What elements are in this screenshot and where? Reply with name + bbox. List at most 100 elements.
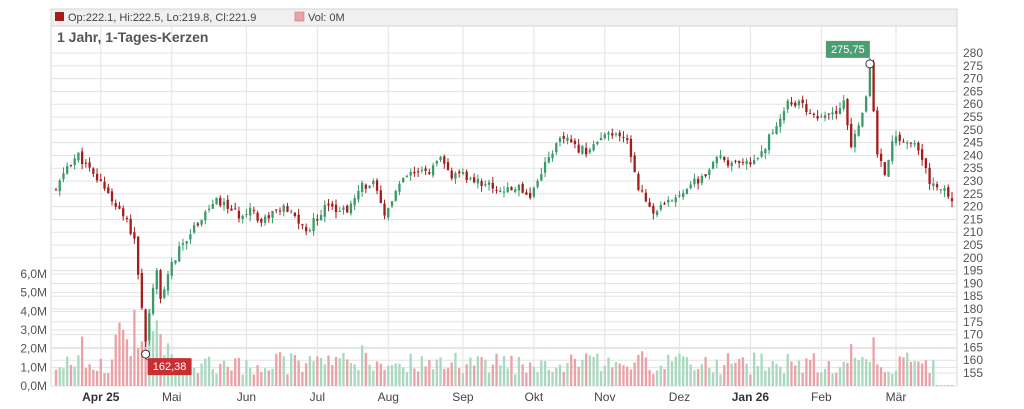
volume-bar: [887, 371, 890, 386]
volume-bar: [185, 370, 188, 386]
volume-bar: [155, 320, 158, 386]
volume-bar: [577, 366, 580, 386]
price-tick-label: 275: [963, 59, 983, 73]
candle-body: [163, 289, 166, 298]
volume-bar: [704, 357, 707, 386]
candle-body: [290, 211, 293, 213]
volume-bar: [827, 361, 830, 386]
candle-body: [943, 188, 946, 191]
volume-bar: [644, 357, 648, 386]
volume-bar: [92, 369, 95, 386]
candle-body: [62, 173, 65, 180]
volume-bar: [767, 367, 771, 386]
volume-bar: [241, 374, 244, 386]
plot-frame: [50, 8, 958, 387]
volume-bar: [838, 367, 842, 386]
candle-body: [282, 205, 285, 212]
candle-body: [383, 203, 386, 216]
candle-body: [939, 189, 942, 191]
time-tick-label: Jan 26: [732, 390, 770, 404]
legend-bar: [50, 8, 958, 27]
time-tick-label: Okt: [525, 390, 544, 404]
candle-body: [775, 126, 778, 135]
candle-body: [913, 143, 916, 145]
volume-bar: [495, 353, 498, 386]
candle-body: [510, 187, 513, 191]
candle-body: [532, 187, 536, 197]
candle-body: [902, 141, 905, 143]
volume-bar: [263, 368, 267, 386]
volume-bar: [864, 359, 868, 386]
candle-body: [215, 197, 218, 205]
volume-bar: [458, 368, 461, 386]
candle-body: [192, 225, 196, 233]
time-tick-label: Mai: [162, 390, 181, 404]
volume-bar: [614, 362, 618, 386]
volume-bar: [402, 367, 405, 386]
volume-bar: [648, 370, 651, 386]
candle-body: [891, 141, 894, 162]
volume-tick-label: 1,0M: [20, 360, 47, 374]
volume-bar: [204, 358, 207, 386]
candle-body: [670, 200, 674, 202]
price-tick-label: 245: [963, 136, 983, 150]
candle-body: [398, 183, 401, 192]
volume-bar: [812, 353, 816, 386]
volume-bar: [764, 370, 767, 386]
time-tick-label: Jun: [237, 390, 256, 404]
price-tick-label: 210: [963, 225, 983, 239]
volume-bar: [424, 366, 427, 386]
candle-body: [446, 162, 450, 170]
candle-body: [536, 180, 539, 187]
volume-bar: [114, 334, 117, 386]
candle-body: [92, 168, 95, 174]
volume-bar: [872, 337, 875, 386]
volume-bar: [80, 336, 84, 386]
candle-body: [738, 160, 741, 163]
candle-body: [629, 138, 633, 157]
volume-bar: [752, 352, 756, 386]
candle-body: [835, 111, 838, 114]
candle-body: [633, 155, 636, 173]
volume-bar: [338, 358, 341, 386]
volume-legend: Vol: 0M: [308, 12, 345, 24]
volume-bar: [99, 358, 102, 386]
candle-body: [547, 157, 550, 163]
volume-bar: [84, 368, 88, 386]
volume-bar: [868, 362, 872, 386]
volume-bar: [129, 355, 132, 386]
volume-bar: [573, 358, 577, 386]
candle-body: [271, 210, 274, 218]
candle-body: [558, 138, 562, 142]
volume-bar: [331, 364, 334, 386]
volume-tick-label: 4,0M: [20, 304, 47, 318]
volume-bar: [95, 370, 99, 386]
candle-body: [760, 151, 763, 157]
candle-body: [540, 174, 543, 181]
price-axis: 1551601651701751801851901952002052102152…: [963, 46, 983, 380]
candle-body: [640, 190, 644, 192]
candle-body: [648, 202, 651, 207]
candle-body: [685, 189, 689, 195]
candle-body: [599, 138, 603, 141]
volume-bar: [935, 385, 939, 386]
candle-body: [316, 219, 319, 221]
time-tick-label: Feb: [811, 390, 832, 404]
volume-bar: [103, 373, 106, 386]
volume-bar: [861, 357, 864, 386]
volume-bar: [808, 359, 812, 386]
volume-bar: [107, 373, 110, 386]
volume-bars: [54, 309, 954, 386]
candle-body: [588, 149, 592, 153]
candle-body: [428, 172, 431, 174]
price-tick-label: 250: [963, 123, 983, 137]
candle-body: [353, 198, 356, 206]
candle-body: [764, 149, 767, 154]
candle-body: [883, 162, 886, 175]
volume-tick-label: 5,0M: [20, 286, 47, 300]
candle-body: [181, 243, 185, 245]
candle-body: [484, 184, 487, 186]
candle-body: [850, 123, 853, 148]
candle-body: [864, 96, 868, 112]
volume-bar: [62, 368, 65, 386]
